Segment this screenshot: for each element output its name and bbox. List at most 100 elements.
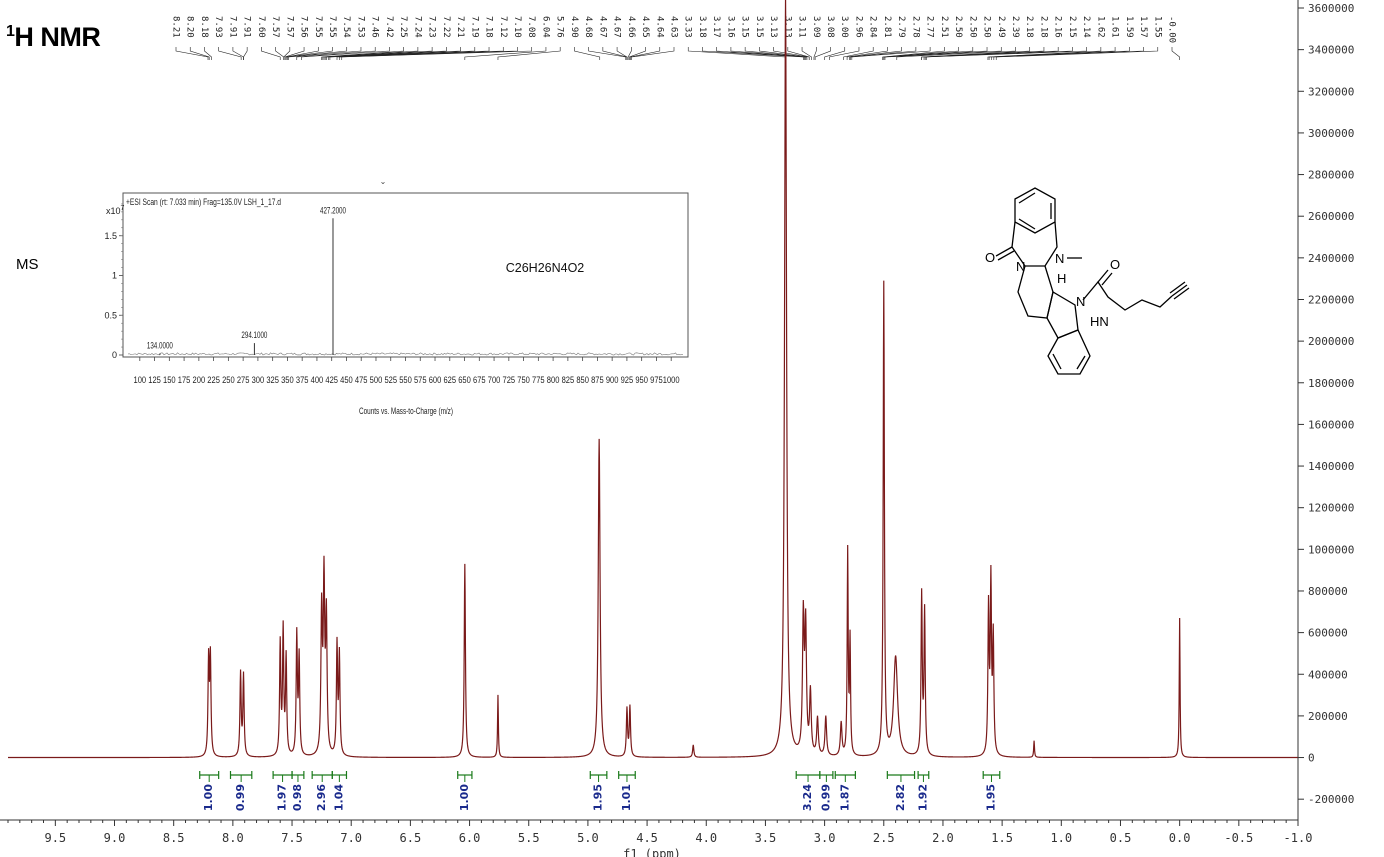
nmr-x-tick-label: 9.0 — [104, 831, 126, 845]
ms-x-axis: 100 125 150 175 200 225 250 275 300 325 350 375 400 4… — [134, 357, 680, 385]
nmr-peak-label-leader — [991, 47, 1130, 60]
ms-x-tick-label: 375 — [296, 375, 309, 385]
amide-carbonyl-2 — [1101, 272, 1113, 286]
nmr-peak-label-leader — [627, 47, 632, 60]
nmr-peak-label: -0.00 — [1167, 16, 1177, 43]
nmr-peak-label-leader — [631, 47, 675, 60]
nmr-peak-label: 3.15 — [740, 16, 750, 38]
ms-peaks: 134.0000 294.1000 427.2000 — [147, 205, 346, 355]
nmr-integral: 1.04 — [331, 771, 348, 811]
nmr-peak-label: 7.93 — [213, 16, 223, 38]
nmr-peak-label: 4.67 — [597, 16, 607, 38]
nmr-peak-label: 3.13 — [768, 16, 778, 38]
nmr-peak-label-leader — [189, 47, 210, 60]
nmr-integral: 1.95 — [982, 771, 1001, 811]
atom-oxygen: O — [985, 250, 995, 265]
nmr-y-tick-label: -200000 — [1308, 793, 1354, 806]
nmr-peak-label: 2.14 — [1081, 16, 1091, 38]
nmr-peak-label-leader — [243, 47, 248, 60]
nmr-peak-label-leader — [326, 47, 461, 60]
nmr-peak-label: 1.61 — [1110, 16, 1120, 38]
nmr-peak-label-leader — [883, 47, 988, 60]
ms-peak-label: 134.0000 — [147, 340, 173, 350]
nmr-integral: 3.24 — [795, 771, 821, 811]
nmr-y-tick-label: 3000000 — [1308, 127, 1354, 140]
ms-x-tick-label: 575 — [414, 375, 427, 385]
nmr-peak-label: 8.20 — [185, 16, 195, 38]
chemical-structure — [995, 187, 1190, 375]
benzene-ring-top — [1014, 187, 1056, 234]
amide-carbonyl — [1097, 269, 1109, 283]
ms-x-tick-label: 200 — [193, 375, 206, 385]
nmr-peak-label-leader — [926, 47, 1087, 60]
atom-n-methyl: N — [1055, 251, 1064, 266]
ms-x-tick-label: 225 — [207, 375, 220, 385]
nmr-peak-label-leader — [988, 47, 1116, 60]
nmr-y-axis: -200000 0 200000 400000 600000 800000 1000000 1… — [1298, 2, 1354, 806]
nmr-peak-label: 3.08 — [825, 16, 835, 38]
nmr-peak-label-leader — [882, 47, 945, 60]
ms-y-tick-label: 1 — [112, 271, 117, 281]
ms-y-axis: 0 0.5 1 1.5 — [104, 203, 123, 360]
ms-x-tick-label: 275 — [237, 375, 250, 385]
nmr-peak-label-leader — [324, 47, 447, 60]
nmr-peak-label-leader — [464, 47, 547, 60]
atom-n-indole: N — [1076, 294, 1085, 309]
nmr-peak-label: 2.50 — [953, 16, 963, 38]
nmr-peak-label-leader — [896, 47, 1016, 60]
nmr-y-tick-label: 600000 — [1308, 627, 1348, 640]
nmr-peak-label: 7.12 — [498, 16, 508, 38]
ms-x-tick-label: 425 — [325, 375, 338, 385]
ms-x-tick-label: 175 — [178, 375, 191, 385]
nmr-peak-label: 2.77 — [925, 16, 935, 38]
nmr-peak-label: 2.39 — [1010, 16, 1020, 38]
bond — [1018, 192, 1036, 204]
nmr-integral-value: 2.82 — [894, 784, 907, 811]
nmr-peak-label: 1.59 — [1124, 16, 1134, 38]
nmr-peak-label: 7.23 — [427, 16, 437, 38]
nmr-x-tick-label: 6.5 — [400, 831, 422, 845]
ms-x-tick-label: 825 — [562, 375, 575, 385]
nmr-peak-label: 7.10 — [512, 16, 522, 38]
nmr-peak-label: 2.50 — [967, 16, 977, 38]
nmr-integral-value: 1.87 — [838, 784, 851, 811]
nmr-peak-label: 7.91 — [227, 16, 237, 38]
nmr-peak-label: 7.19 — [469, 16, 479, 38]
nmr-peak-label: 2.50 — [982, 16, 992, 38]
nmr-peak-label: 2.79 — [896, 16, 906, 38]
nmr-peak-label-leader — [851, 47, 931, 60]
nmr-peak-label: 3.16 — [725, 16, 735, 38]
nmr-peak-label-leader — [296, 47, 376, 60]
nmr-peak-label: 1.55 — [1152, 16, 1162, 38]
nmr-integral-value: 1.95 — [592, 784, 605, 811]
nmr-peak-label-leader — [602, 47, 628, 60]
nmr-peak-label: 7.42 — [384, 16, 394, 38]
ms-y-tick-label: 0 — [112, 350, 117, 360]
alkyne-1 — [1171, 284, 1188, 297]
nmr-peak-label: 3.00 — [839, 16, 849, 38]
nmr-x-tick-label: 3.5 — [755, 831, 777, 845]
nmr-y-tick-label: 2000000 — [1308, 335, 1354, 348]
nmr-x-tick-label: 5.5 — [518, 831, 540, 845]
nmr-integral-value: 1.97 — [276, 784, 289, 811]
ms-x-tick-label: 850 — [576, 375, 589, 385]
nmr-peak-label-leader — [846, 47, 888, 60]
nmr-peak-label: 2.49 — [996, 16, 1006, 38]
nmr-peak-label-leader — [824, 47, 846, 60]
nmr-y-tick-label: 0 — [1308, 752, 1315, 765]
nmr-plot-frame — [0, 0, 1299, 821]
nmr-peak-label-leader — [849, 47, 902, 60]
nmr-peak-label-leader — [175, 47, 209, 60]
nmr-peak-label: 7.54 — [341, 16, 351, 38]
nmr-peak-label-leader — [232, 47, 244, 60]
nmr-y-tick-label: 200000 — [1308, 710, 1348, 723]
ms-x-tick-label: 600 — [429, 375, 442, 385]
nmr-peak-label-leader — [341, 47, 533, 60]
ms-peak-label: 427.2000 — [320, 205, 346, 215]
ms-x-tick-label: 675 — [473, 375, 486, 385]
ms-x-tick-label: 475 — [355, 375, 368, 385]
nmr-peak-label: 7.56 — [299, 16, 309, 38]
ms-y-exponent-base: x10 — [106, 206, 121, 216]
nmr-peak-label-leader — [921, 47, 1045, 60]
benzene-ring-bottom — [1047, 329, 1091, 375]
